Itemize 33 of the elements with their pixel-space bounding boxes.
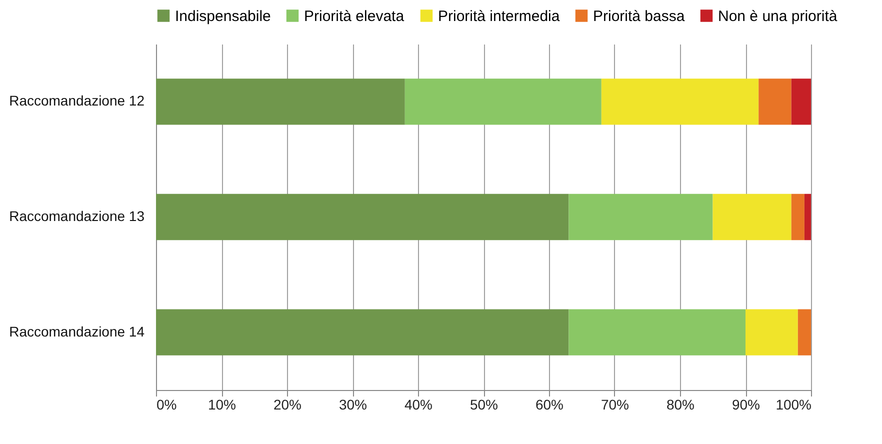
x-tick-label: 60% [535, 396, 564, 412]
x-tick-label: 0% [156, 396, 177, 412]
bar [601, 78, 759, 125]
x-tick-label: 90% [732, 396, 760, 412]
y-tick-label: Raccomandazione 14 [9, 323, 145, 340]
y-tick-label: Raccomandazione 13 [9, 208, 145, 224]
x-tick-label: 70% [600, 396, 630, 412]
bar [804, 194, 811, 240]
bar [404, 78, 602, 125]
bar [798, 309, 811, 356]
x-tick-label: 80% [666, 396, 695, 412]
bar [791, 194, 804, 240]
bar [746, 309, 798, 356]
bar [156, 309, 569, 356]
bar [156, 194, 569, 240]
y-tick-label: Raccomandazione 12 [9, 92, 145, 109]
bar [568, 309, 746, 356]
bar [156, 78, 405, 125]
bar [568, 194, 713, 240]
x-tick-label: 20% [273, 396, 302, 412]
legend-label: Priorità intermedia [438, 8, 560, 25]
legend-label: Non è una priorità [718, 8, 838, 25]
x-tick-label: 10% [208, 396, 236, 412]
bar [791, 78, 811, 125]
legend-label: Priorità bassa [593, 8, 686, 25]
x-tick-label: 100% [776, 396, 812, 412]
legend-label: Priorità elevata [304, 8, 405, 25]
bar [712, 194, 792, 240]
x-tick-label: 30% [338, 396, 368, 412]
legend-label: Indispensabile [175, 8, 271, 25]
x-tick-label: 40% [404, 396, 433, 412]
bar [758, 78, 792, 125]
x-tick-label: 50% [470, 396, 498, 412]
